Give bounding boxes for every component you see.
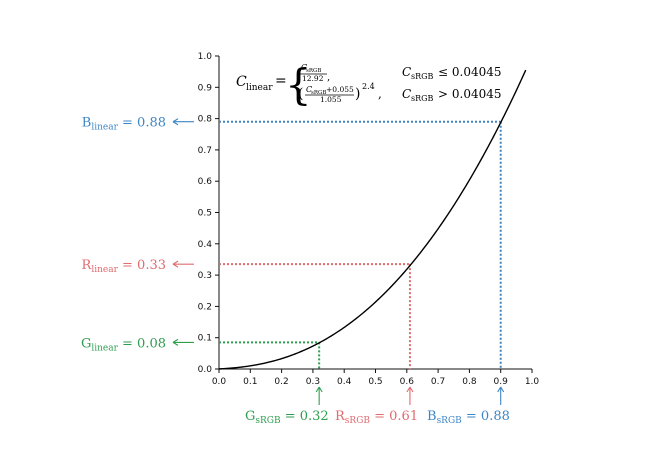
- curve-layer: [218, 69, 527, 370]
- formula-case2-num-sub: sRGB: [311, 90, 326, 96]
- label-g-srgb-value: = 0.32: [281, 409, 329, 424]
- x-tick-label: 1.0: [525, 377, 540, 387]
- label-r-srgb-subscript: sRGB: [345, 416, 371, 426]
- axes: 0.0 0.1 0.2 0.3 0.4 0.5 0.6 0.7 0.8 0.9 1.0 0.0 0.1 0…: [198, 52, 540, 387]
- y-tick-label: 0.9: [198, 83, 213, 93]
- arrow-g-linear-head: [172, 338, 179, 346]
- arrow-r-srgb-head: [406, 386, 414, 393]
- x-tick-label: 0.4: [337, 377, 352, 387]
- label-r-linear-symbol: R: [82, 258, 93, 273]
- arrow-r-linear-head: [172, 260, 179, 268]
- label-r-linear: Rlinear = 0.33: [82, 258, 166, 275]
- formula-case2-rparen: ): [355, 86, 360, 102]
- label-r-linear-subscript: linear: [91, 265, 118, 275]
- formula-case2-cond-c: C: [402, 87, 411, 101]
- x-tick-label: 0.8: [462, 377, 477, 387]
- label-g-linear-value: = 0.08: [118, 336, 166, 351]
- x-tick-label: 0.2: [274, 377, 288, 387]
- formula-equals: =: [275, 73, 287, 89]
- x-tick-label: 0.0: [212, 377, 227, 387]
- formula: C linear = { C sRGB 12.92 , ( C sRGB +0.…: [236, 60, 502, 109]
- label-b-srgb-symbol: B: [427, 409, 437, 424]
- formula-case2-num-c: C: [306, 85, 312, 94]
- x-tick-label: 0.3: [306, 377, 320, 387]
- y-tick-label: 0.5: [198, 209, 212, 219]
- arrow-b-srgb-head: [497, 386, 505, 393]
- label-b-srgb: BsRGB = 0.88: [427, 409, 510, 426]
- formula-case2-lparen: (: [298, 86, 303, 102]
- label-b-linear-symbol: B: [82, 116, 92, 131]
- formula-case2-num-rest: +0.055: [326, 85, 354, 94]
- label-g-linear: Glinear = 0.08: [81, 336, 166, 353]
- y-tick-label: 0.2: [198, 302, 212, 312]
- x-tick-label: 0.9: [494, 377, 509, 387]
- formula-case2-comma: ,: [378, 87, 382, 101]
- formula-brace: {: [285, 60, 312, 109]
- y-tick-label: 1.0: [198, 52, 213, 62]
- x-tick-label: 0.7: [431, 377, 445, 387]
- label-r-srgb-value: = 0.61: [370, 409, 418, 424]
- formula-case1-cond-sub: sRGB: [411, 72, 434, 81]
- formula-case2-cond-rel: > 0.04045: [438, 87, 502, 101]
- label-b-srgb-subscript: sRGB: [437, 416, 463, 426]
- formula-case1-num-c: C: [301, 63, 307, 72]
- formula-lhs-sub: linear: [246, 83, 273, 93]
- label-b-linear-subscript: linear: [91, 123, 118, 133]
- formula-case1-den: 12.92: [302, 74, 324, 83]
- formula-case2-cond-sub: sRGB: [411, 94, 434, 103]
- y-tick-label: 0.6: [198, 177, 213, 187]
- guide-lines: [219, 120, 502, 369]
- label-g-srgb-subscript: sRGB: [255, 416, 281, 426]
- formula-lhs: C: [236, 74, 247, 90]
- formula-case1-num-sub: sRGB: [306, 68, 321, 74]
- y-tick-label: 0.8: [198, 115, 213, 125]
- x-tick-label: 0.6: [400, 377, 415, 387]
- transfer-curve: [218, 69, 527, 370]
- formula-case1-cond-c: C: [402, 65, 411, 79]
- arrow-g-srgb-head: [315, 386, 323, 393]
- formula-case1-cond-rel: ≤ 0.04045: [438, 65, 502, 79]
- label-b-srgb-value: = 0.88: [462, 409, 510, 424]
- label-g-linear-subscript: linear: [91, 343, 118, 353]
- y-tick-label: 0.7: [198, 146, 212, 156]
- label-b-linear-value: = 0.88: [118, 116, 166, 131]
- y-tick-label: 0.4: [198, 240, 213, 250]
- label-b-linear: Blinear = 0.88: [82, 116, 166, 133]
- y-tick-label: 0.3: [198, 271, 212, 281]
- formula-case1-comma: ,: [327, 72, 330, 83]
- label-r-linear-value: = 0.33: [118, 258, 166, 273]
- y-tick-label: 0.0: [198, 365, 213, 375]
- formula-case2-den: 1.055: [320, 95, 342, 104]
- x-tick-label: 0.1: [243, 377, 257, 387]
- label-r-srgb-symbol: R: [335, 409, 346, 424]
- label-g-srgb-symbol: G: [245, 409, 255, 424]
- y-tick-label: 0.1: [198, 334, 212, 344]
- label-g-srgb: GsRGB = 0.32: [245, 409, 329, 426]
- x-tick-label: 0.5: [368, 377, 382, 387]
- arrow-b-linear-head: [172, 118, 179, 126]
- label-g-linear-symbol: G: [81, 336, 91, 351]
- label-r-srgb: RsRGB = 0.61: [335, 409, 418, 426]
- formula-case2-exp: 2.4: [362, 82, 375, 91]
